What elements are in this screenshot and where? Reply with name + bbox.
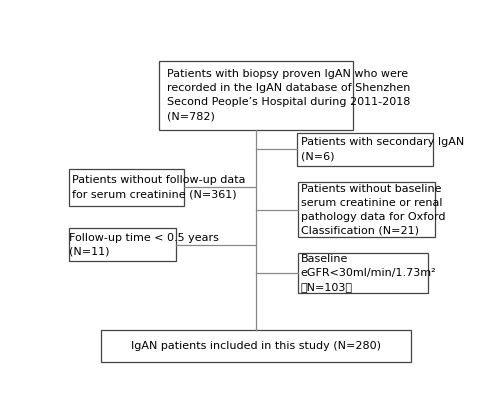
Text: Follow-up time < 0.5 years
(N=11): Follow-up time < 0.5 years (N=11) [70, 232, 220, 257]
Text: Patients with secondary IgAN
(N=6): Patients with secondary IgAN (N=6) [301, 137, 464, 162]
FancyBboxPatch shape [297, 133, 432, 166]
FancyBboxPatch shape [160, 61, 353, 130]
Text: Patients without follow-up data
for serum creatinine (N=361): Patients without follow-up data for seru… [72, 176, 246, 199]
Text: Patients with biopsy proven IgAN who were
recorded in the IgAN database of Shenz: Patients with biopsy proven IgAN who wer… [167, 70, 410, 122]
Text: Baseline
eGFR<30ml/min/1.73m²
（N=103）: Baseline eGFR<30ml/min/1.73m² （N=103） [301, 254, 436, 292]
Text: Patients without baseline
serum creatinine or renal
pathology data for Oxford
Cl: Patients without baseline serum creatini… [301, 184, 446, 236]
FancyBboxPatch shape [70, 169, 184, 206]
FancyBboxPatch shape [298, 253, 428, 293]
FancyBboxPatch shape [70, 228, 176, 261]
FancyBboxPatch shape [101, 330, 411, 362]
FancyBboxPatch shape [298, 182, 436, 237]
Text: IgAN patients included in this study (N=280): IgAN patients included in this study (N=… [131, 341, 382, 351]
